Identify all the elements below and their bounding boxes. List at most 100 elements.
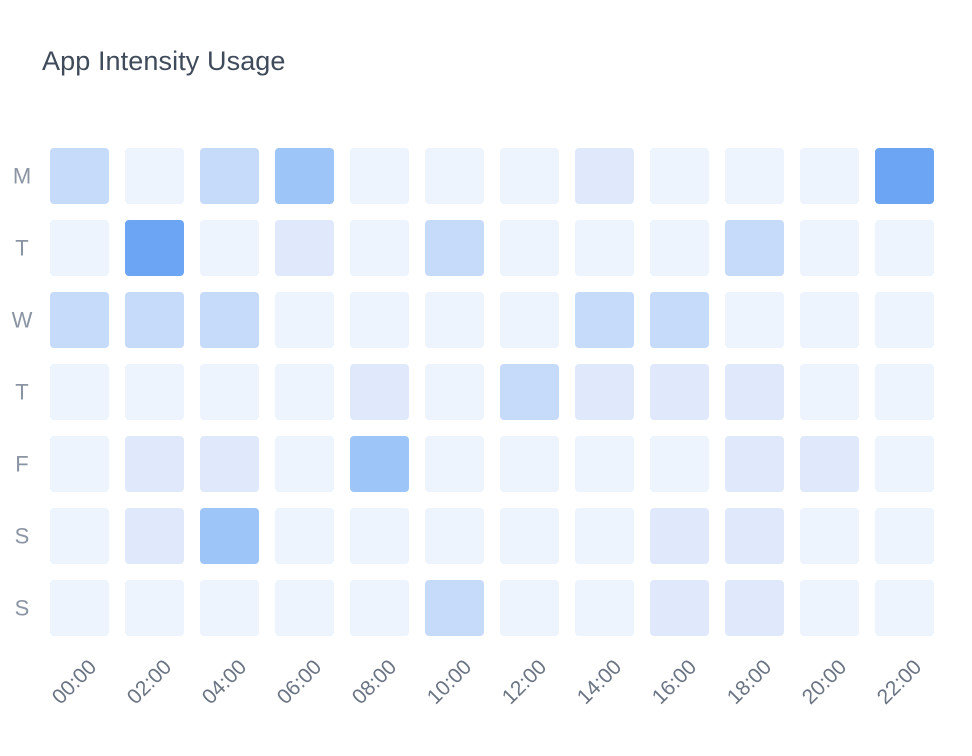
heatmap-cell bbox=[800, 364, 859, 420]
heatmap-cell bbox=[125, 148, 184, 204]
heatmap-cell bbox=[500, 364, 559, 420]
heatmap-cell bbox=[725, 508, 784, 564]
column-label: 00:00 bbox=[48, 655, 101, 708]
heatmap-cell bbox=[875, 292, 934, 348]
row-label: T bbox=[15, 236, 28, 261]
heatmap-cell bbox=[800, 148, 859, 204]
heatmap-cell bbox=[200, 364, 259, 420]
heatmap-cell bbox=[125, 580, 184, 636]
heatmap-cell bbox=[500, 508, 559, 564]
heatmap-cell bbox=[50, 220, 109, 276]
heatmap-cell bbox=[575, 508, 634, 564]
heatmap-cell bbox=[425, 364, 484, 420]
heatmap-cell bbox=[725, 220, 784, 276]
heatmap-cell bbox=[425, 580, 484, 636]
row-label: S bbox=[15, 524, 30, 549]
heatmap-cell bbox=[800, 436, 859, 492]
heatmap-cell bbox=[875, 148, 934, 204]
column-label: 18:00 bbox=[723, 655, 776, 708]
heatmap-cell bbox=[50, 364, 109, 420]
heatmap-cell bbox=[275, 580, 334, 636]
heatmap-cell bbox=[800, 508, 859, 564]
heatmap-cell bbox=[875, 580, 934, 636]
heatmap-cell bbox=[350, 220, 409, 276]
heatmap-cell bbox=[200, 508, 259, 564]
heatmap-cell bbox=[275, 148, 334, 204]
heatmap-cell bbox=[50, 580, 109, 636]
row-label: S bbox=[15, 596, 30, 621]
heatmap-cell bbox=[650, 508, 709, 564]
heatmap-cell bbox=[200, 148, 259, 204]
column-label: 06:00 bbox=[273, 655, 326, 708]
row-label: T bbox=[15, 380, 28, 405]
heatmap-cell bbox=[725, 364, 784, 420]
heatmap-cell bbox=[125, 220, 184, 276]
heatmap-cell bbox=[575, 292, 634, 348]
column-label: 22:00 bbox=[873, 655, 926, 708]
heatmap-cell bbox=[575, 436, 634, 492]
heatmap-cell bbox=[275, 508, 334, 564]
heatmap-cell bbox=[875, 436, 934, 492]
heatmap-cell bbox=[500, 148, 559, 204]
heatmap-cell bbox=[875, 508, 934, 564]
heatmap-cell bbox=[350, 436, 409, 492]
column-label: 10:00 bbox=[423, 655, 476, 708]
heatmap-cell bbox=[875, 220, 934, 276]
heatmap-cell bbox=[650, 292, 709, 348]
heatmap-cell bbox=[200, 220, 259, 276]
heatmap-cell bbox=[350, 580, 409, 636]
heatmap-cell bbox=[350, 148, 409, 204]
heatmap-cell bbox=[275, 364, 334, 420]
column-label: 02:00 bbox=[123, 655, 176, 708]
heatmap-cell bbox=[275, 436, 334, 492]
column-label: 20:00 bbox=[798, 655, 851, 708]
heatmap-cell bbox=[50, 148, 109, 204]
heatmap-cell bbox=[425, 220, 484, 276]
heatmap-cell bbox=[650, 364, 709, 420]
heatmap-cell bbox=[425, 292, 484, 348]
heatmap-cell bbox=[725, 436, 784, 492]
heatmap-cell bbox=[425, 436, 484, 492]
heatmap-cell bbox=[575, 580, 634, 636]
heatmap-cell bbox=[800, 220, 859, 276]
heatmap-cell bbox=[50, 436, 109, 492]
heatmap-cell bbox=[650, 580, 709, 636]
heatmap-cell bbox=[200, 292, 259, 348]
column-label: 14:00 bbox=[573, 655, 626, 708]
heatmap-cell bbox=[725, 292, 784, 348]
column-label: 08:00 bbox=[348, 655, 401, 708]
heatmap-cell bbox=[500, 292, 559, 348]
column-label: 16:00 bbox=[648, 655, 701, 708]
column-label: 12:00 bbox=[498, 655, 551, 708]
heatmap-cell bbox=[875, 364, 934, 420]
heatmap-cell bbox=[650, 220, 709, 276]
heatmap-cell bbox=[800, 580, 859, 636]
heatmap-cell bbox=[50, 292, 109, 348]
column-label: 04:00 bbox=[198, 655, 251, 708]
heatmap-cell bbox=[725, 580, 784, 636]
heatmap-cell bbox=[125, 364, 184, 420]
heatmap-cell bbox=[200, 436, 259, 492]
heatmap-cell bbox=[350, 508, 409, 564]
heatmap-cell bbox=[500, 220, 559, 276]
row-label: F bbox=[15, 452, 28, 477]
heatmap-cell bbox=[275, 292, 334, 348]
heatmap-cell bbox=[500, 580, 559, 636]
heatmap-cell bbox=[650, 148, 709, 204]
heatmap-cell bbox=[350, 292, 409, 348]
heatmap-cell bbox=[800, 292, 859, 348]
heatmap-cell bbox=[575, 148, 634, 204]
chart-title: App Intensity Usage bbox=[42, 46, 286, 76]
row-label: W bbox=[12, 308, 33, 333]
heatmap-cell bbox=[50, 508, 109, 564]
heatmap-cell bbox=[275, 220, 334, 276]
heatmap-cell bbox=[125, 292, 184, 348]
heatmap-cell bbox=[425, 508, 484, 564]
heatmap-cell bbox=[125, 436, 184, 492]
heatmap-cell bbox=[350, 364, 409, 420]
heatmap-cell bbox=[575, 364, 634, 420]
heatmap-cell bbox=[200, 580, 259, 636]
heatmap-cell bbox=[425, 148, 484, 204]
